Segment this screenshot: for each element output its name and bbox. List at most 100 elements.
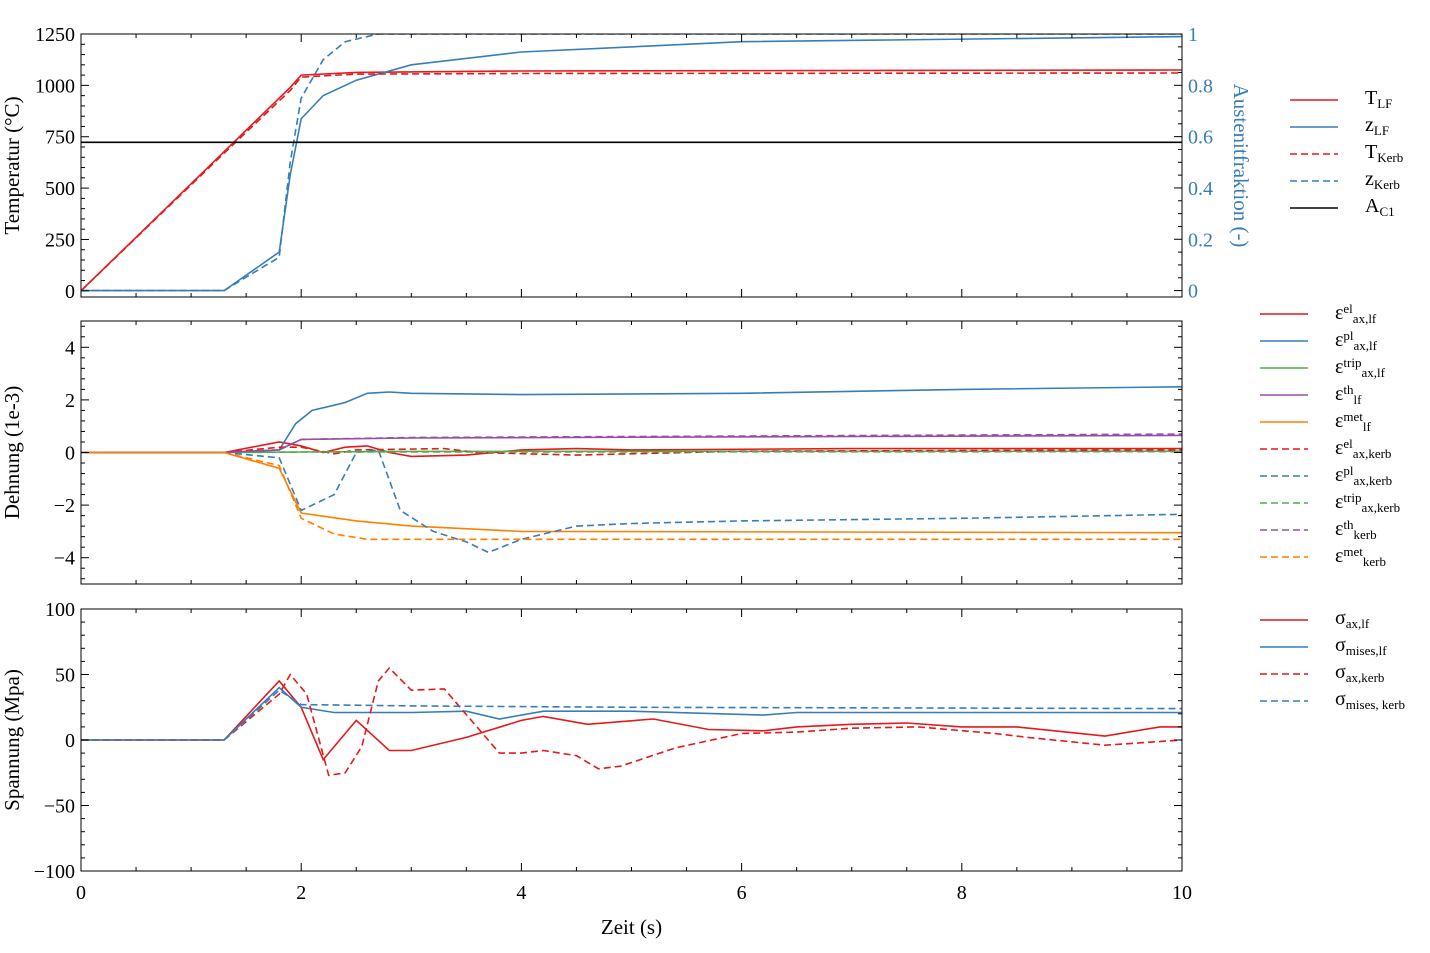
series-sigma_mises_lf xyxy=(81,686,1182,741)
y-tick-label: 750 xyxy=(45,127,75,149)
y-tick-label: 1000 xyxy=(35,75,75,97)
y2-tick-label: 1 xyxy=(1188,24,1198,46)
legend-symbol: ε xyxy=(1335,383,1344,405)
plot-frame xyxy=(80,33,1183,298)
legend-subscript: ax,lf xyxy=(1345,616,1370,631)
plot-frame xyxy=(80,608,1183,872)
legend-entry-sigma_ax_kerb: σax,kerb xyxy=(1335,662,1384,684)
series-sigma_mises_kerb xyxy=(81,689,1182,741)
x-tick-label: 8 xyxy=(957,882,967,904)
legend-entry-z_Kerb: zKerb xyxy=(1365,169,1400,191)
x-tick-label: 2 xyxy=(296,882,306,904)
x-tick-label: 6 xyxy=(737,882,747,904)
legend-subscript: Kerb xyxy=(1373,177,1400,192)
y-tick-label: 100 xyxy=(45,599,75,621)
legend-subscript: ax,kerb xyxy=(1345,670,1385,685)
legend-entry-eps_pl_ax_kerb: εplax,kerb xyxy=(1335,464,1392,487)
legend-entry-eps_th_kerb: εthkerb xyxy=(1335,518,1377,541)
legend-entry-z_LF: zLF xyxy=(1365,115,1389,137)
y-tick-label: −2 xyxy=(54,495,75,517)
y-tick-label: 4 xyxy=(65,337,75,359)
y-tick-label: 0 xyxy=(65,730,75,752)
legend-entry-eps_pl_ax_lf: εplax,lf xyxy=(1335,329,1377,352)
y-tick-label: 250 xyxy=(45,229,75,251)
legend-subscript: ax,kerb xyxy=(1361,500,1401,515)
legend-entry-eps_trip_ax_lf: εtripax,lf xyxy=(1335,356,1385,379)
panel-1: −4 −2 0 2 4 Dehnung (1e-3) xyxy=(0,320,1183,585)
legend-symbol: ε xyxy=(1335,302,1344,324)
legend-superscript: met xyxy=(1343,409,1363,424)
legend-symbol: ε xyxy=(1335,545,1344,567)
y-tick-label: 1250 xyxy=(35,24,75,46)
legend-subscript: LF xyxy=(1377,96,1393,111)
legend-symbol: σ xyxy=(1335,661,1346,683)
legend-subscript: Kerb xyxy=(1377,150,1404,165)
y-axis-label: Dehnung (1e-3) xyxy=(0,386,24,520)
legend-subscript: ax,lf xyxy=(1353,338,1377,353)
series-T_LF xyxy=(81,69,1182,292)
legend-symbol: ε xyxy=(1335,356,1344,378)
legend-superscript: el xyxy=(1343,436,1353,451)
x-tick-label: 10 xyxy=(1172,882,1192,904)
y2-tick-label: 0.4 xyxy=(1188,178,1213,200)
legend-subscript: kerb xyxy=(1362,554,1387,569)
series-eps_met_kerb xyxy=(81,451,1182,541)
panel-2: 0 2 4 6 8 10 Zeit (s) −100 −50 0 50 100 Spannung (Mp… xyxy=(0,599,1192,939)
legend-superscript: th xyxy=(1343,382,1354,397)
legend-subscript: ax,lf xyxy=(1352,311,1377,326)
series-sigma_ax_lf xyxy=(81,679,1182,762)
legend-entry-eps_el_ax_kerb: εelax,kerb xyxy=(1335,437,1391,460)
y-tick-label: −100 xyxy=(34,861,75,883)
x-tick-label: 0 xyxy=(76,882,86,904)
series-z_LF xyxy=(81,35,1182,292)
legend-subscript: ax,kerb xyxy=(1352,446,1392,461)
series-eps_el_ax_kerb xyxy=(81,446,1182,456)
legend-entry-sigma_mises_lf: σmises,lf xyxy=(1335,635,1387,657)
legend-entry-A_C1: AC1 xyxy=(1365,196,1395,218)
legend-symbol: ε xyxy=(1335,464,1344,486)
legend-subscript: lf xyxy=(1353,392,1362,407)
y-axis-label: Temperatur (°C) xyxy=(0,96,24,234)
series-sigma_ax_kerb xyxy=(81,666,1182,777)
legend-entry-sigma_ax_lf: σax,lf xyxy=(1335,608,1369,630)
legend-subscript: mises,lf xyxy=(1345,643,1387,658)
y2-tick-label: 0.2 xyxy=(1188,229,1213,251)
series-eps_th_kerb xyxy=(81,433,1182,454)
y2-tick-label: 0.8 xyxy=(1188,75,1213,97)
legend-superscript: trip xyxy=(1343,355,1362,370)
y-tick-label: 500 xyxy=(45,178,75,200)
legend-entry-eps_met_kerb: εmetkerb xyxy=(1335,545,1386,568)
legend-symbol: σ xyxy=(1335,634,1346,656)
legend-entry-eps_th_lf: εthlf xyxy=(1335,383,1361,406)
legend-subscript: mises, kerb xyxy=(1345,697,1405,712)
legend-subscript: ax,kerb xyxy=(1353,473,1393,488)
legend-superscript: el xyxy=(1343,301,1353,316)
y-tick-label: 0 xyxy=(65,443,75,465)
legend-superscript: trip xyxy=(1343,490,1362,505)
y-tick-label: 2 xyxy=(65,390,75,412)
legend-superscript: th xyxy=(1343,517,1354,532)
legend-symbol: σ xyxy=(1335,607,1346,629)
legend-subscript: C1 xyxy=(1379,204,1395,219)
legend-symbol: ε xyxy=(1335,329,1344,351)
legend-entry-sigma_mises_kerb: σmises, kerb xyxy=(1335,689,1405,711)
legend-symbol: T xyxy=(1365,87,1378,109)
legend-symbol: ε xyxy=(1335,437,1344,459)
legend-subscript: LF xyxy=(1373,123,1390,138)
legend-symbol: σ xyxy=(1335,688,1346,710)
legend-symbol: ε xyxy=(1335,491,1344,513)
legend-entry-T_Kerb: TKerb xyxy=(1365,142,1403,164)
legend-entry-T_LF: TLF xyxy=(1365,88,1392,110)
legend-symbol: ε xyxy=(1335,518,1344,540)
series-T_Kerb xyxy=(81,72,1182,292)
legend-subscript: ax,lf xyxy=(1361,365,1385,380)
panel-0: 0 250 500 750 1000 1250 Temperatur (°C) 0 0.2 0.4… xyxy=(0,24,1253,303)
y2-tick-label: 0.6 xyxy=(1188,127,1213,149)
series-eps_pl_ax_kerb xyxy=(81,449,1182,554)
legend-entry-eps_met_lf: εmetlf xyxy=(1335,410,1371,433)
legend-symbol: T xyxy=(1365,141,1378,163)
legend-entry-eps_trip_ax_kerb: εtripax,kerb xyxy=(1335,491,1400,514)
y-tick-label: 0 xyxy=(65,281,75,303)
y2-axis-label: Austenitfraktion (-) xyxy=(1229,84,1253,248)
